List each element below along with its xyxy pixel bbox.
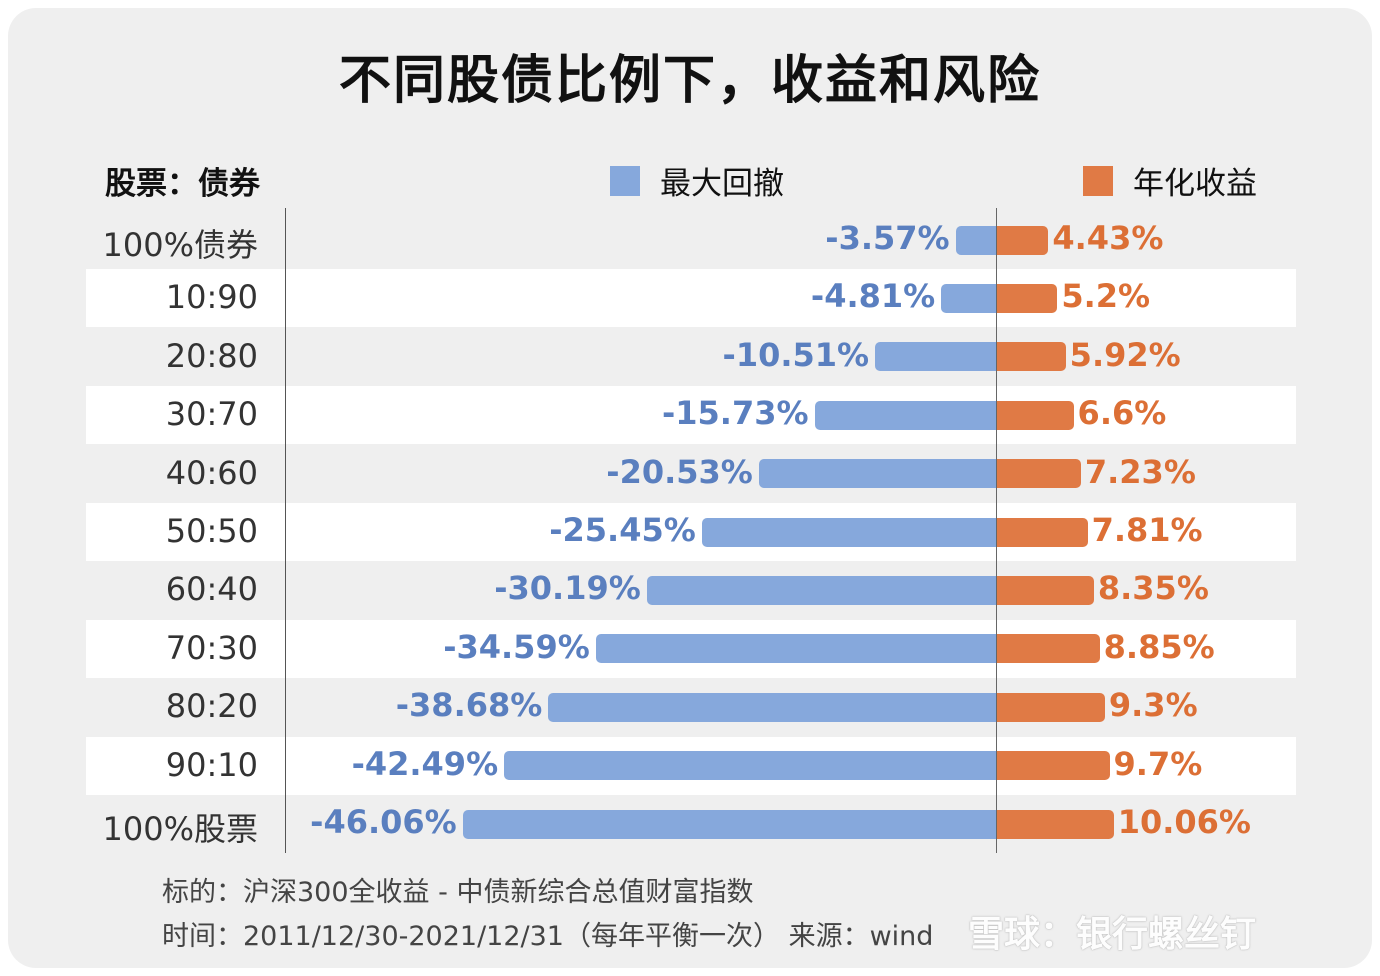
bar-drawdown <box>646 575 997 605</box>
row-band <box>86 269 1296 328</box>
data-label-annual-return: 8.85% <box>1103 627 1215 666</box>
data-label-drawdown: -42.49% <box>351 744 499 783</box>
data-label-drawdown: -4.81% <box>810 277 936 316</box>
data-label-drawdown: -15.73% <box>661 394 809 433</box>
legend-swatch-return <box>1083 165 1113 196</box>
category-label: 20:80 <box>165 336 258 375</box>
bar-annual-return <box>997 809 1114 839</box>
bar-drawdown <box>462 809 997 839</box>
category-label: 10:90 <box>165 278 258 317</box>
bar-drawdown <box>814 400 997 430</box>
bar-annual-return <box>997 634 1100 664</box>
data-label-annual-return: 10.06% <box>1117 803 1251 841</box>
data-label-annual-return: 5.92% <box>1069 335 1181 374</box>
data-label-drawdown: -3.57% <box>825 219 950 257</box>
data-label-drawdown: -10.51% <box>722 335 870 374</box>
bar-drawdown <box>548 692 997 722</box>
legend-item-drawdown: 最大回撤 <box>610 158 784 203</box>
row-band <box>86 386 1296 445</box>
bar-drawdown <box>701 517 997 547</box>
bar-drawdown <box>504 751 997 781</box>
data-label-drawdown: -38.68% <box>395 686 543 725</box>
bar-annual-return <box>997 517 1088 547</box>
watermark: 雪球：银行螺丝钉 <box>968 914 1257 955</box>
category-label: 40:60 <box>165 453 258 492</box>
data-label-annual-return: 7.81% <box>1091 511 1203 549</box>
category-label: 50:50 <box>165 512 258 550</box>
data-label-annual-return: 9.3% <box>1108 686 1198 725</box>
data-label-annual-return: 9.7% <box>1113 744 1203 783</box>
bar-annual-return <box>997 342 1066 372</box>
data-label-drawdown: -30.19% <box>494 569 641 608</box>
chart-title: 不同股债比例下，收益和风险 <box>338 51 1041 111</box>
bar-annual-return <box>997 459 1081 489</box>
legend-label-return: 年化收益 <box>1133 166 1257 202</box>
bar-annual-return <box>997 575 1094 605</box>
chart-card <box>8 8 1372 968</box>
bar-annual-return <box>997 692 1105 722</box>
data-label-annual-return: 8.35% <box>1097 569 1209 608</box>
row-band <box>86 503 1296 561</box>
category-label: 100%股票 <box>102 810 259 848</box>
legend-label-drawdown: 最大回撤 <box>660 166 784 202</box>
data-label-annual-return: 6.6% <box>1077 394 1167 433</box>
legend-swatch-drawdown <box>610 165 640 196</box>
bar-drawdown <box>758 459 997 489</box>
category-label: 90:10 <box>165 745 258 784</box>
category-label: 60:40 <box>165 570 258 609</box>
bar-annual-return <box>997 225 1049 255</box>
footnote-period-source: 时间：2011/12/30-2021/12/31（每年平衡一次） 来源：wind <box>162 921 934 952</box>
data-label-annual-return: 7.23% <box>1084 452 1196 491</box>
data-label-drawdown: -34.59% <box>443 627 590 666</box>
category-axis-line <box>285 208 286 853</box>
bar-annual-return <box>997 283 1058 313</box>
data-label-drawdown: -46.06% <box>310 803 457 841</box>
bar-drawdown <box>875 342 997 372</box>
footnote-source-index: 标的：沪深300全收益 - 中债新综合总值财富指数 <box>162 877 754 908</box>
category-label: 30:70 <box>165 395 258 434</box>
bar-annual-return <box>997 400 1074 430</box>
data-label-drawdown: -20.53% <box>606 452 753 491</box>
bar-drawdown <box>941 283 997 313</box>
category-label: 70:30 <box>165 628 258 667</box>
category-label: 80:20 <box>165 687 258 726</box>
category-label: 100%债券 <box>102 226 259 264</box>
data-label-annual-return: 5.2% <box>1061 277 1151 316</box>
bar-drawdown <box>595 634 997 664</box>
zero-axis-line <box>996 208 997 853</box>
bar-annual-return <box>997 751 1110 781</box>
data-label-drawdown: -25.45% <box>549 511 696 549</box>
legend-item-return: 年化收益 <box>1083 158 1257 203</box>
data-label-annual-return: 4.43% <box>1052 219 1164 257</box>
row-header: 股票：债券 <box>105 166 260 202</box>
bar-drawdown <box>955 225 997 255</box>
